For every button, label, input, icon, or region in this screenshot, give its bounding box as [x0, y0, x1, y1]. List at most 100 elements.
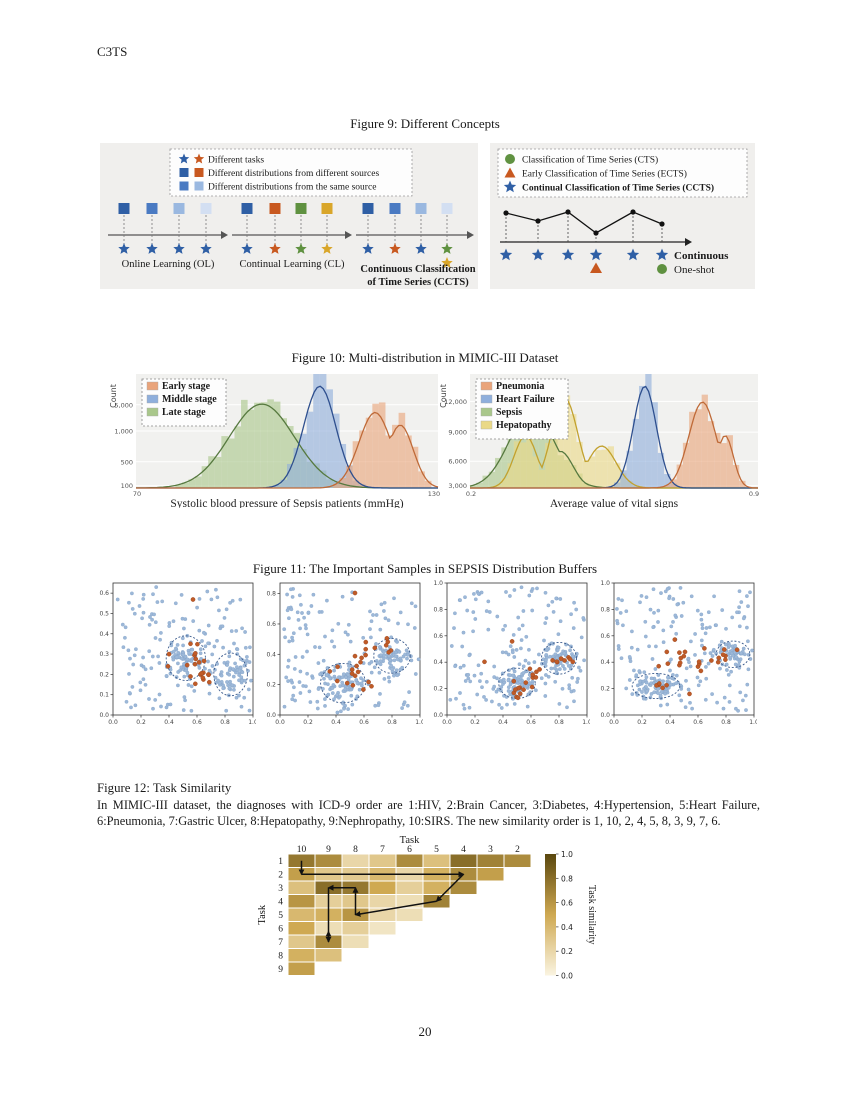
svg-text:4: 4 — [461, 845, 466, 855]
svg-text:10: 10 — [297, 845, 307, 855]
figure11-scatter-4: 0.0 0.2 0.4 0.6 0.8 1.0 0.0 0.2 0.4 0.6 0.8 1.0 — [600, 580, 757, 726]
svg-text:0.4: 0.4 — [498, 719, 508, 726]
svg-text:0.0: 0.0 — [99, 712, 109, 719]
svg-text:1.0: 1.0 — [248, 719, 256, 726]
svg-text:0.9: 0.9 — [749, 490, 759, 498]
running-header: C3TS — [97, 44, 128, 59]
scatter-orange-points — [327, 590, 394, 692]
fig9-timeline-1: Continual Learning (CL) — [232, 203, 352, 270]
similarity-order-arrows — [298, 860, 465, 943]
svg-text:9: 9 — [278, 965, 283, 975]
svg-text:3: 3 — [488, 845, 493, 855]
svg-text:0.4: 0.4 — [433, 659, 443, 666]
svg-text:0.8: 0.8 — [561, 874, 573, 883]
svg-text:4: 4 — [278, 897, 283, 907]
svg-text:Count: Count — [109, 384, 118, 408]
svg-text:100: 100 — [121, 482, 133, 490]
svg-text:0.4: 0.4 — [164, 719, 174, 726]
svg-text:Early Classification of Time S: Early Classification of Time Series (ECT… — [522, 169, 687, 180]
svg-text:0.5: 0.5 — [99, 610, 109, 617]
svg-text:8: 8 — [353, 845, 358, 855]
scatter-orange-points — [654, 637, 740, 697]
svg-text:5,000: 5,000 — [114, 401, 133, 409]
buffer-ellipse — [631, 672, 681, 699]
svg-text:0.2: 0.2 — [266, 682, 276, 689]
svg-text:1.0: 1.0 — [749, 719, 757, 726]
buffer-ellipse — [320, 662, 366, 704]
svg-text:Sepsis: Sepsis — [496, 407, 522, 418]
buffer-ellipse — [373, 637, 411, 674]
svg-text:3: 3 — [278, 884, 283, 894]
figure9-right-panel: Classification of Time Series (CTS) Early… — [490, 143, 755, 289]
svg-text:One-shot: One-shot — [674, 264, 714, 276]
svg-text:6,000: 6,000 — [448, 458, 467, 466]
svg-text:0.8: 0.8 — [600, 606, 610, 613]
svg-text:0.6: 0.6 — [600, 633, 610, 640]
buffer-ellipse — [498, 667, 536, 699]
svg-text:0.8: 0.8 — [554, 719, 564, 726]
svg-text:130: 130 — [428, 490, 440, 498]
scatter-blue-points — [115, 585, 253, 713]
svg-text:of Time Series (CCTS): of Time Series (CCTS) — [367, 277, 469, 288]
figure11-caption: Figure 11: The Important Samples in SEPS… — [252, 561, 598, 576]
svg-text:0.2: 0.2 — [470, 719, 480, 726]
svg-text:500: 500 — [121, 458, 133, 466]
figure11-scatter-1: 0.0 0.2 0.4 0.6 0.8 1.0 0.0 0.1 0.2 0.3 0.4 0.5 0.6 — [99, 582, 256, 726]
svg-text:Pneumonia: Pneumonia — [496, 381, 544, 392]
svg-text:Task: Task — [257, 904, 268, 924]
buffer-ellipse — [715, 640, 751, 668]
hist-series-early-stage — [332, 402, 432, 488]
svg-text:0.8: 0.8 — [721, 719, 731, 726]
svg-text:9,000: 9,000 — [448, 429, 467, 437]
svg-text:0.0: 0.0 — [600, 712, 610, 719]
svg-text:0.4: 0.4 — [665, 719, 675, 726]
svg-text:0.2: 0.2 — [561, 947, 573, 956]
svg-text:0.2: 0.2 — [466, 490, 476, 498]
svg-text:Heart Failure: Heart Failure — [496, 394, 555, 405]
scatter-blue-points — [615, 586, 754, 713]
scatter-orange-points — [482, 639, 576, 701]
svg-text:1.0: 1.0 — [433, 580, 443, 587]
scatter-orange-points — [165, 597, 212, 687]
svg-text:0.4: 0.4 — [266, 651, 276, 658]
svg-text:0.6: 0.6 — [192, 719, 202, 726]
svg-text:Early stage: Early stage — [162, 381, 211, 392]
figure12-description: In MIMIC-III dataset, the diagnoses with… — [97, 798, 760, 828]
fig9-left-legend: Different tasks Different distributions f… — [169, 148, 413, 197]
svg-text:0.2: 0.2 — [303, 719, 313, 726]
svg-text:0.0: 0.0 — [609, 719, 619, 726]
svg-text:8: 8 — [278, 951, 283, 961]
svg-text:Continuous Classification: Continuous Classification — [360, 264, 475, 275]
fig9-timeline-2: Continuous Classification of Time Series … — [356, 203, 476, 288]
figure12-caption: Figure 12: Task Similarity — [97, 781, 232, 795]
buffer-ellipse — [165, 635, 206, 681]
svg-text:5: 5 — [434, 845, 439, 855]
svg-text:0.8: 0.8 — [266, 591, 276, 598]
svg-text:1,000: 1,000 — [114, 428, 133, 436]
hist-series-pneumonia — [664, 394, 746, 488]
svg-text:6: 6 — [407, 845, 412, 855]
svg-text:0.2: 0.2 — [433, 686, 443, 693]
figure9-left-panel: Different tasks Different distributions f… — [100, 143, 478, 289]
svg-text:0.0: 0.0 — [266, 712, 276, 719]
svg-text:Systolic blood pressure of Sep: Systolic blood pressure of Sepsis patien… — [170, 498, 403, 508]
svg-text:Continuous: Continuous — [674, 250, 729, 262]
svg-text:1.0: 1.0 — [561, 850, 573, 859]
svg-text:Online Learning (OL): Online Learning (OL) — [122, 259, 215, 270]
svg-text:0.4: 0.4 — [600, 659, 610, 666]
page-number: 20 — [418, 1024, 432, 1039]
kde-pneumonia — [470, 401, 759, 489]
svg-text:Late stage: Late stage — [162, 407, 206, 418]
svg-text:Different tasks: Different tasks — [208, 155, 264, 166]
figure9-caption: Figure 9: Different Concepts — [350, 116, 500, 131]
svg-text:1.0: 1.0 — [415, 719, 423, 726]
svg-text:0.8: 0.8 — [220, 719, 230, 726]
svg-text:1.0: 1.0 — [582, 719, 590, 726]
colorbar — [545, 854, 556, 976]
fig9-right-chart: Continuous One-shot — [499, 209, 729, 276]
svg-text:0.2: 0.2 — [99, 671, 109, 678]
svg-text:7: 7 — [278, 938, 283, 948]
svg-text:Count: Count — [439, 384, 448, 408]
